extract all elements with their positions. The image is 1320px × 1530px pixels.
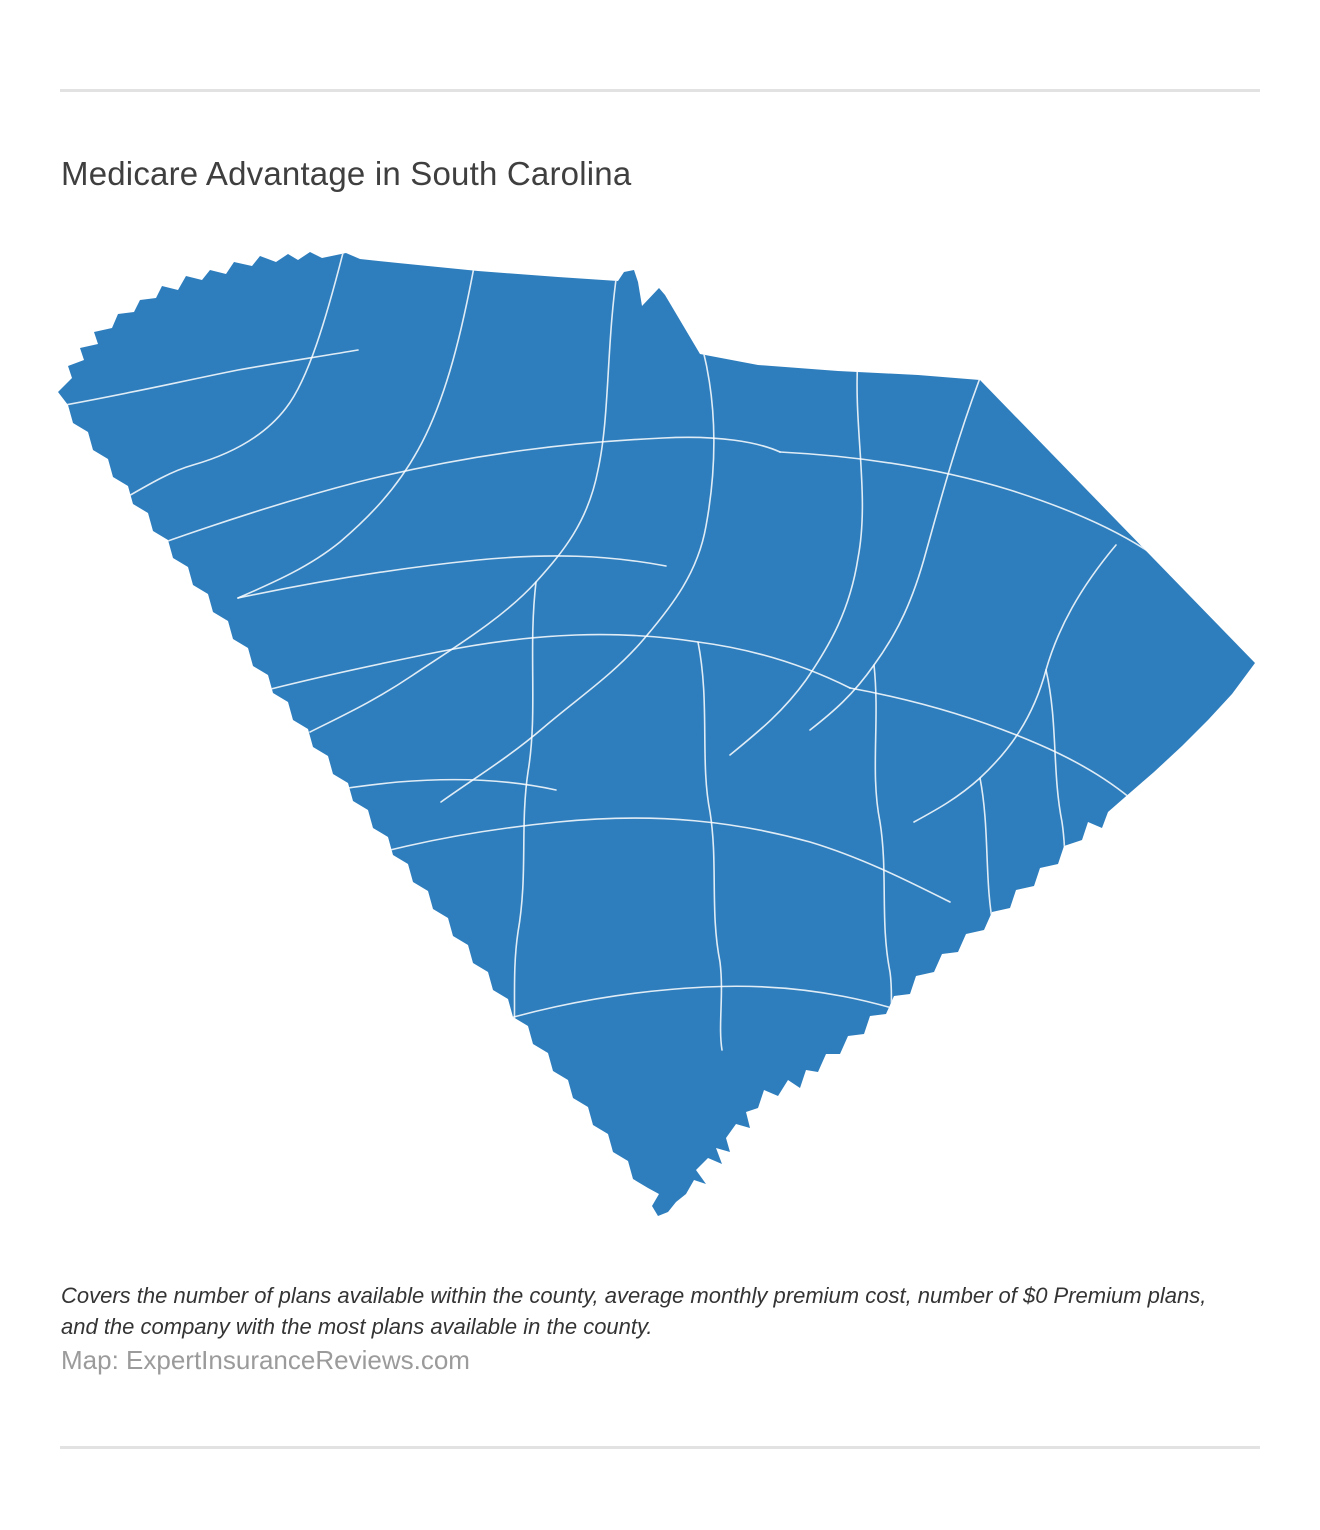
top-divider xyxy=(60,89,1260,92)
state-shape-south-carolina xyxy=(58,252,1255,1216)
map-credit-link[interactable]: Map: ExpertInsuranceReviews.com xyxy=(61,1345,470,1375)
map-caption: Covers the number of plans available wit… xyxy=(61,1283,1207,1339)
page-title: Medicare Advantage in South Carolina xyxy=(61,155,632,192)
south-carolina-county-map[interactable] xyxy=(58,250,1258,1220)
bottom-divider xyxy=(60,1446,1260,1449)
map-svg xyxy=(58,252,1255,1216)
